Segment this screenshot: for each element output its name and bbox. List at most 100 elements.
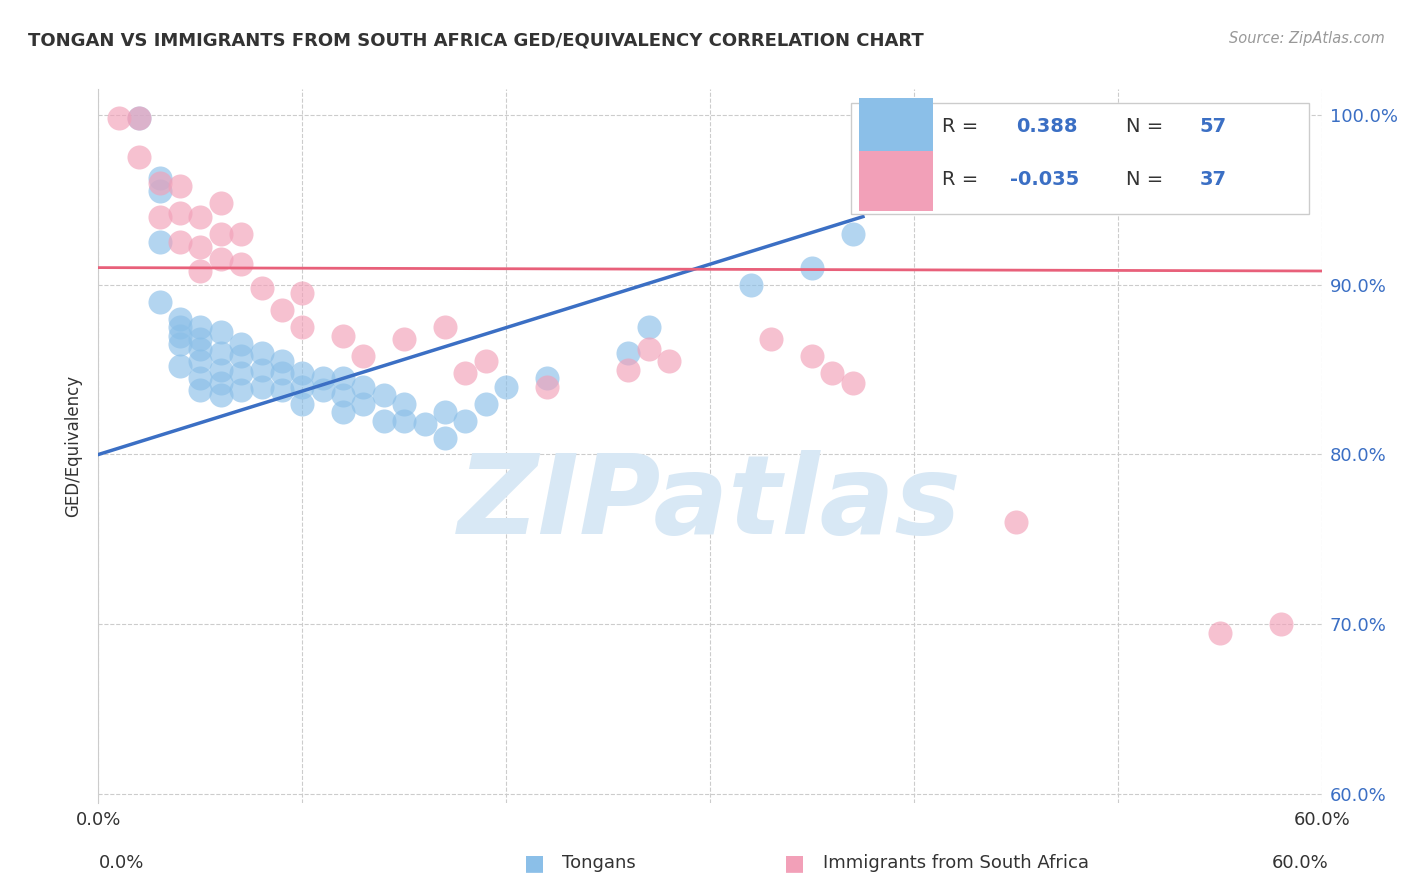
Text: R =: R =	[942, 117, 979, 136]
Point	[270, 383, 294, 397]
Point	[209, 388, 232, 402]
Point	[291, 286, 314, 301]
Point	[434, 320, 457, 334]
Text: N =: N =	[1126, 117, 1163, 136]
Point	[231, 349, 253, 363]
Point	[801, 349, 824, 363]
Y-axis label: GED/Equivalency: GED/Equivalency	[65, 375, 83, 517]
Point	[128, 111, 150, 125]
Point	[332, 371, 354, 385]
Point	[149, 184, 172, 198]
Point	[231, 227, 253, 241]
Text: Tongans: Tongans	[562, 855, 636, 872]
Text: Immigrants from South Africa: Immigrants from South Africa	[823, 855, 1088, 872]
Point	[209, 196, 232, 211]
Point	[250, 379, 273, 393]
Text: 0.388: 0.388	[1015, 117, 1077, 136]
Point	[149, 210, 172, 224]
Point	[332, 328, 354, 343]
Point	[291, 320, 314, 334]
Point	[231, 366, 253, 380]
Point	[761, 332, 783, 346]
Point	[841, 227, 863, 241]
Point	[821, 366, 844, 380]
Point	[128, 111, 150, 125]
Point	[373, 388, 395, 402]
Point	[231, 257, 253, 271]
Point	[638, 342, 661, 356]
Point	[149, 294, 172, 309]
Point	[474, 354, 498, 368]
Text: 57: 57	[1199, 117, 1226, 136]
Point	[188, 264, 212, 278]
Point	[841, 376, 863, 391]
FancyBboxPatch shape	[859, 151, 932, 211]
Text: R =: R =	[942, 169, 979, 189]
Point	[332, 388, 354, 402]
Point	[188, 383, 212, 397]
Point	[658, 354, 681, 368]
Text: ■: ■	[524, 854, 544, 873]
Point	[169, 359, 191, 373]
Point	[149, 235, 172, 249]
Point	[495, 379, 517, 393]
Point	[291, 379, 314, 393]
Point	[188, 342, 212, 356]
Point	[188, 210, 212, 224]
Point	[434, 405, 457, 419]
Point	[434, 430, 457, 444]
Point	[169, 235, 191, 249]
Point	[250, 281, 273, 295]
Point	[169, 179, 191, 194]
Point	[128, 150, 150, 164]
Point	[108, 111, 131, 125]
Point	[474, 396, 498, 410]
Point	[270, 354, 294, 368]
Point	[1270, 617, 1292, 632]
Text: TONGAN VS IMMIGRANTS FROM SOUTH AFRICA GED/EQUIVALENCY CORRELATION CHART: TONGAN VS IMMIGRANTS FROM SOUTH AFRICA G…	[28, 31, 924, 49]
Point	[392, 396, 416, 410]
Point	[392, 413, 416, 427]
Point	[169, 320, 191, 334]
Text: N =: N =	[1126, 169, 1163, 189]
Point	[169, 311, 191, 326]
Point	[188, 354, 212, 368]
Text: 0.0%: 0.0%	[98, 855, 143, 872]
Point	[270, 303, 294, 318]
Point	[169, 337, 191, 351]
Point	[740, 277, 762, 292]
Text: 37: 37	[1199, 169, 1226, 189]
Point	[413, 417, 436, 431]
FancyBboxPatch shape	[859, 97, 932, 158]
Point	[1004, 516, 1026, 530]
Point	[373, 413, 395, 427]
Point	[149, 176, 172, 190]
Text: -0.035: -0.035	[1010, 169, 1078, 189]
Text: ■: ■	[785, 854, 804, 873]
Point	[617, 362, 640, 376]
Point	[352, 349, 374, 363]
Point	[188, 332, 212, 346]
Point	[270, 366, 294, 380]
Point	[188, 320, 212, 334]
Point	[231, 337, 253, 351]
Point	[291, 396, 314, 410]
Point	[801, 260, 824, 275]
Text: 60.0%: 60.0%	[1272, 855, 1329, 872]
Point	[332, 405, 354, 419]
Point	[188, 371, 212, 385]
Point	[209, 345, 232, 359]
Point	[617, 345, 640, 359]
Text: ZIPatlas: ZIPatlas	[458, 450, 962, 557]
Point	[169, 206, 191, 220]
Point	[1209, 626, 1232, 640]
Point	[169, 328, 191, 343]
Point	[209, 252, 232, 266]
Point	[209, 362, 232, 376]
Point	[188, 240, 212, 254]
Point	[392, 332, 416, 346]
Point	[149, 170, 172, 185]
Point	[312, 371, 335, 385]
Point	[536, 371, 558, 385]
Point	[250, 362, 273, 376]
